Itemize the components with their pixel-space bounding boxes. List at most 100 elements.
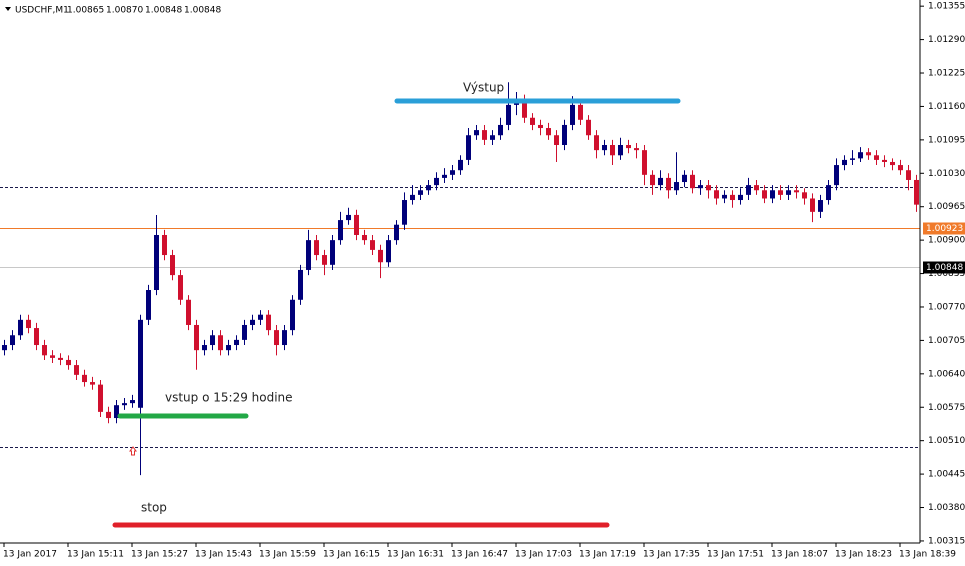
candle-body <box>226 345 231 351</box>
candle-body <box>170 255 175 276</box>
candle-body <box>194 324 199 351</box>
x-tick-label: 13 Jan 15:43 <box>195 550 252 560</box>
candle-body <box>370 240 375 250</box>
candle-body <box>274 330 279 346</box>
candle-body <box>410 194 415 201</box>
candle-body <box>834 165 839 186</box>
candle-body <box>386 240 391 263</box>
x-tick-label: 13 Jan 17:03 <box>515 550 572 560</box>
candle-body <box>498 124 503 136</box>
annotation: Výstup <box>463 81 504 95</box>
x-tick-label: 13 Jan 18:07 <box>771 550 828 560</box>
candle-body <box>154 234 159 291</box>
candle-body <box>290 299 295 331</box>
candle-body <box>218 335 223 351</box>
candle-body <box>882 159 887 162</box>
annotation: vstup o 15:29 hodine <box>165 391 293 405</box>
candle-body <box>610 145 615 156</box>
candle-body <box>418 190 423 195</box>
candle-body <box>618 145 623 156</box>
candle-body <box>562 124 567 146</box>
candle-body <box>866 152 871 156</box>
candle-body <box>810 198 815 212</box>
y-tick-label: 1.00965 <box>928 202 965 212</box>
candle-body <box>98 384 103 412</box>
candle-body <box>106 411 111 419</box>
candle-body <box>114 405 119 419</box>
candle-body <box>554 135 559 146</box>
candle-body <box>890 161 895 166</box>
candle-body <box>186 299 191 325</box>
y-tick-label: 1.00705 <box>928 336 965 346</box>
candle-body <box>250 319 255 325</box>
y-tick-label: 1.00640 <box>928 369 965 379</box>
x-tick-label: 13 Jan 18:39 <box>899 550 956 560</box>
candle-body <box>842 159 847 166</box>
candle-body <box>82 374 87 383</box>
candle-body <box>258 314 263 320</box>
candle-body <box>466 135 471 160</box>
candle-body <box>698 185 703 189</box>
candle-body <box>474 130 479 136</box>
price-label-box <box>923 261 965 274</box>
candle-body <box>730 194 735 201</box>
candle-body <box>58 357 63 360</box>
y-tick-label: 1.01225 <box>928 69 965 79</box>
candle-body <box>738 194 743 201</box>
candle-body <box>546 128 551 136</box>
x-tick-label: 13 Jan 18:23 <box>835 550 892 560</box>
y-tick-label: 1.01290 <box>928 35 965 45</box>
candle-body <box>330 240 335 265</box>
candle-body <box>802 192 807 199</box>
candle-body <box>458 159 463 171</box>
candle-body <box>714 190 719 199</box>
candle-body <box>42 345 47 356</box>
candle-body <box>266 314 271 331</box>
candle-body <box>794 190 799 193</box>
candle-body <box>18 319 23 336</box>
header-price: 1.00848 <box>184 6 221 16</box>
candle-body <box>570 104 575 125</box>
candle-body <box>138 319 143 408</box>
candle-body <box>778 190 783 195</box>
x-tick-label: 13 Jan 15:11 <box>67 550 124 560</box>
x-tick-label: 13 Jan 17:35 <box>643 550 700 560</box>
candle-body <box>650 174 655 186</box>
candle-body <box>826 185 831 201</box>
candle-body <box>146 290 151 320</box>
candle-body <box>434 177 439 186</box>
candle-body <box>722 194 727 199</box>
candle-body <box>506 104 511 125</box>
y-tick-label: 1.00900 <box>928 236 965 246</box>
candle-body <box>658 177 663 186</box>
x-tick-label: 13 Jan 17:19 <box>579 550 636 560</box>
candle-body <box>74 365 79 375</box>
candle-body <box>450 170 455 175</box>
candle-body <box>90 382 95 385</box>
candle-body <box>602 145 607 151</box>
candle-body <box>674 182 679 191</box>
candle-body <box>426 185 431 191</box>
x-tick-label: 13 Jan 16:47 <box>451 550 508 560</box>
candle-body <box>442 174 447 178</box>
candle-body <box>586 119 591 136</box>
candle-body <box>314 240 319 256</box>
candle-body <box>762 190 767 199</box>
candle-body <box>122 403 127 406</box>
plot-area <box>0 82 920 476</box>
candle-body <box>66 359 71 366</box>
header-price: 1.00865 <box>67 6 104 16</box>
x-tick-label: 13 Jan 15:59 <box>259 550 316 560</box>
y-tick-label: 1.00835 <box>928 269 965 279</box>
header-price: 1.00870 <box>106 6 143 16</box>
candle-body <box>482 130 487 140</box>
candle-body <box>242 324 247 340</box>
candle-body <box>162 234 167 256</box>
header-price: 1.00848 <box>145 6 182 16</box>
candle-body <box>538 124 543 129</box>
y-tick-label: 1.00445 <box>928 470 965 480</box>
header-symbol: USDCHF,M1 <box>15 6 69 16</box>
y-tick-label: 1.00770 <box>928 302 965 312</box>
price-label-box <box>923 222 965 235</box>
